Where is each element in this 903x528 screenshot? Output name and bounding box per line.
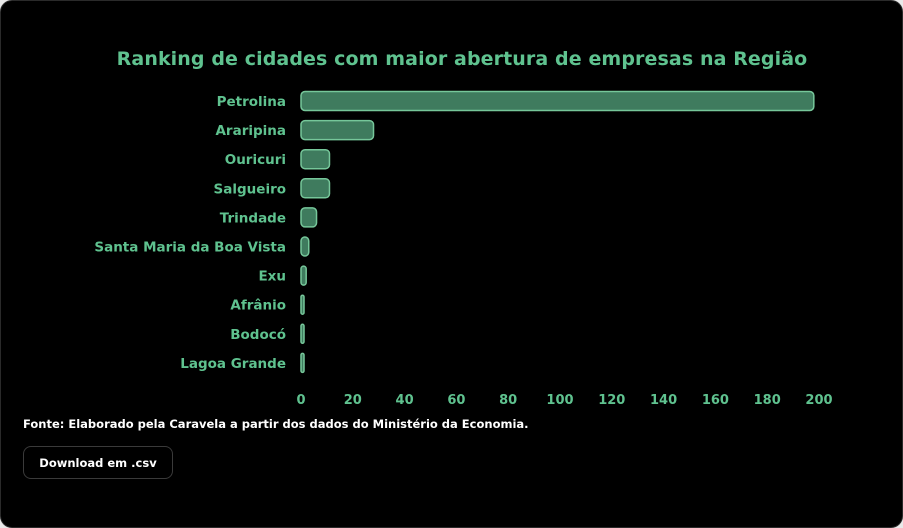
- x-tick-label: 80: [499, 393, 517, 408]
- bar-chart: Petrolina Araripina Ouricuri Salgueiro Trind…: [94, 90, 833, 408]
- category-label: Petrolina: [217, 94, 286, 110]
- x-tick-label: 100: [546, 393, 573, 408]
- category-label: Trindade: [220, 210, 286, 226]
- bar[interactable]: [300, 178, 331, 199]
- x-tick-label: 200: [805, 393, 832, 408]
- bar[interactable]: [300, 90, 815, 112]
- category-label: Santa Maria da Boa Vista: [94, 240, 286, 256]
- bar[interactable]: [300, 148, 331, 170]
- x-tick-label: 180: [754, 393, 781, 408]
- category-label: Bodocó: [230, 327, 286, 343]
- category-label: Salgueiro: [214, 181, 286, 197]
- bar[interactable]: [300, 207, 318, 228]
- category-label: Araripina: [215, 123, 286, 139]
- x-tick-label: 0: [296, 393, 305, 408]
- bar[interactable]: [300, 294, 305, 315]
- chart-title: Ranking de cidades com maior abertura de…: [116, 48, 808, 70]
- category-label: Lagoa Grande: [180, 356, 286, 372]
- x-tick-label: 40: [396, 393, 414, 408]
- x-tick-label: 160: [702, 393, 729, 408]
- x-tick-label: 140: [650, 393, 677, 408]
- bar[interactable]: [300, 265, 307, 286]
- x-tick-label: 60: [447, 393, 465, 408]
- category-label: Ouricuri: [225, 152, 286, 168]
- category-label: Afrânio: [230, 298, 286, 314]
- bar[interactable]: [300, 236, 310, 257]
- x-tick-label: 20: [344, 393, 362, 408]
- bar[interactable]: [300, 119, 375, 141]
- bar[interactable]: [300, 352, 305, 374]
- source-note: Fonte: Elaborado pela Caravela a partir …: [23, 417, 529, 431]
- download-csv-button[interactable]: Download em .csv: [23, 446, 173, 479]
- bar[interactable]: [300, 323, 305, 345]
- x-tick-label: 120: [598, 393, 625, 408]
- category-label: Exu: [258, 269, 286, 285]
